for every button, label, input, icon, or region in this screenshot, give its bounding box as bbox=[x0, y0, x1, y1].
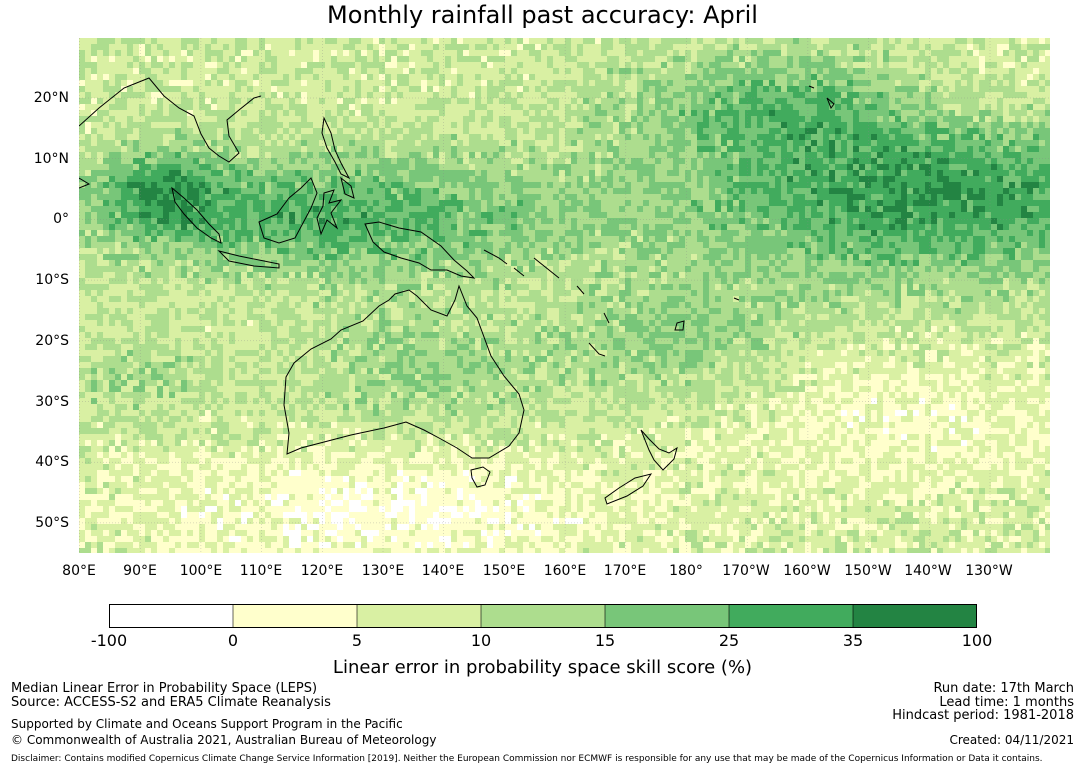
philippines-coastline bbox=[321, 116, 351, 180]
new-guinea-coastline bbox=[364, 221, 476, 279]
lat-label: 40°S bbox=[35, 454, 69, 470]
footer-source: Source: ACCESS-S2 and ERA5 Climate Reana… bbox=[11, 695, 331, 710]
lat-label: 0° bbox=[53, 211, 69, 227]
lon-label: 180° bbox=[669, 563, 703, 579]
colorbar-label: Linear error in probability space skill … bbox=[332, 657, 753, 678]
lon-label: 130°E bbox=[361, 563, 405, 579]
chart-title: Monthly rainfall past accuracy: April bbox=[327, 1, 758, 29]
footer-run-date: Run date: 17th March bbox=[933, 681, 1074, 696]
sulawesi-coastline bbox=[316, 189, 343, 236]
colorbar-tick: 35 bbox=[842, 631, 864, 650]
tasmania-coastline bbox=[470, 466, 491, 488]
colorbar-swatch bbox=[356, 603, 482, 629]
lat-label: 20°S bbox=[35, 333, 69, 349]
colorbar-swatch bbox=[480, 603, 606, 629]
lon-label: 170°W bbox=[722, 563, 770, 579]
footer-hindcast-period: Hindcast period: 1981-2018 bbox=[892, 708, 1074, 723]
colorbar-swatch bbox=[852, 603, 978, 629]
lon-label: 110°E bbox=[239, 563, 283, 579]
colorbar-tick: -100 bbox=[90, 631, 128, 650]
java-coastline bbox=[217, 250, 280, 269]
skill-score-map bbox=[79, 38, 1050, 553]
mainland-coastline bbox=[79, 77, 262, 189]
lon-label: 100°E bbox=[179, 563, 223, 579]
lat-label: 50°S bbox=[35, 515, 69, 531]
lat-label: 10°S bbox=[35, 272, 69, 288]
colorbar bbox=[108, 603, 978, 629]
colorbar-swatch bbox=[728, 603, 854, 629]
footer-created: Created: 04/11/2021 bbox=[949, 733, 1074, 747]
lat-label: 20°N bbox=[33, 90, 69, 106]
lon-label: 150°W bbox=[844, 563, 892, 579]
australia-coastline bbox=[283, 284, 525, 459]
lat-label: 30°S bbox=[35, 394, 69, 410]
lat-label: 10°N bbox=[33, 151, 69, 167]
colorbar-tick: 15 bbox=[594, 631, 616, 650]
lon-label: 160°E bbox=[543, 563, 587, 579]
lon-label: 90°E bbox=[123, 563, 157, 579]
colorbar-swatch bbox=[604, 603, 730, 629]
lon-label: 170°E bbox=[603, 563, 647, 579]
lon-label: 150°E bbox=[482, 563, 526, 579]
colorbar-tick: 25 bbox=[718, 631, 740, 650]
lon-label: 130°W bbox=[965, 563, 1013, 579]
lon-label: 120°E bbox=[300, 563, 344, 579]
lon-label: 160°W bbox=[783, 563, 831, 579]
colorbar-tick: 100 bbox=[961, 631, 993, 650]
colorbar-tick: 5 bbox=[351, 631, 363, 650]
nz-south-coastline bbox=[604, 473, 653, 505]
lon-label: 140°E bbox=[421, 563, 465, 579]
colorbar-swatch bbox=[232, 603, 358, 629]
lon-label: 140°W bbox=[904, 563, 952, 579]
colorbar-tick: 10 bbox=[470, 631, 492, 650]
footer-method: Median Linear Error in Probability Space… bbox=[11, 681, 318, 696]
footer-disclaimer: Disclaimer: Contains modified Copernicus… bbox=[11, 754, 1043, 764]
nz-north-coastline bbox=[640, 429, 678, 471]
footer-lead-time: Lead time: 1 months bbox=[939, 695, 1074, 710]
lon-label: 80°E bbox=[62, 563, 96, 579]
colorbar-tick: 0 bbox=[227, 631, 239, 650]
sumatra-coastline bbox=[171, 186, 222, 244]
colorbar-swatch bbox=[108, 603, 234, 629]
borneo-coastline bbox=[258, 177, 318, 244]
footer-copyright: © Commonwealth of Australia 2021, Austra… bbox=[11, 733, 437, 747]
footer-support: Supported by Climate and Oceans Support … bbox=[11, 717, 403, 731]
